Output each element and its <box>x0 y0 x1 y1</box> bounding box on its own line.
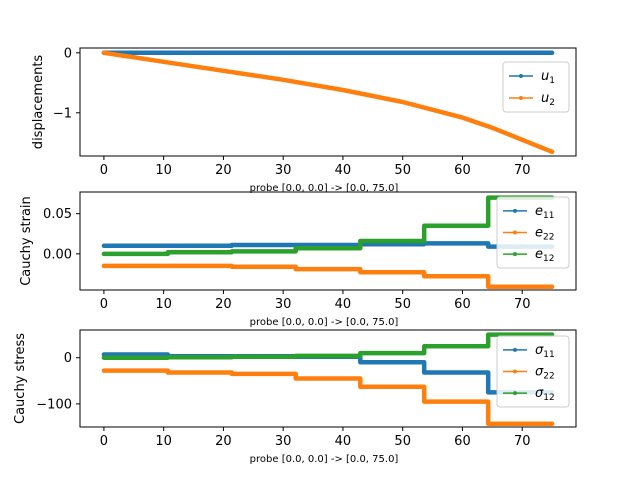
axes-frame <box>79 191 577 291</box>
y-tick-label: 0 <box>64 351 72 366</box>
subplot-1: 0 10 20 30 40 50 60 70 0 −1 probe [0.0, 0.0] -> [0… <box>31 46 577 194</box>
legend-marker <box>513 252 517 257</box>
x-tick-label: 30 <box>275 434 292 449</box>
x-tick-label: 10 <box>155 163 172 178</box>
legend-marker <box>519 74 523 78</box>
plot-area <box>101 50 555 155</box>
legend-marker <box>513 369 517 374</box>
x-tick-label: 20 <box>215 297 232 312</box>
x-tick-label: 10 <box>155 434 172 449</box>
x-tick-label: 0 <box>100 163 108 178</box>
y-tick-label: 0 <box>64 46 72 61</box>
legend-label: u1 <box>541 69 555 86</box>
legend-marker <box>513 230 517 235</box>
legend: σ11 σ22 σ12 <box>496 335 570 408</box>
legend: e11 e22 e12 <box>496 196 570 269</box>
legend-marker <box>519 96 523 100</box>
series-line-e22 <box>101 263 555 290</box>
subplot-3: 0 10 20 30 40 50 60 70 0 −100 probe [0.0, 0.0] -> … <box>13 329 577 465</box>
x-axis-label: probe [0.0, 0.0] -> [0.0, 75.0] <box>250 317 399 328</box>
y-tick-label: −1 <box>53 106 72 121</box>
x-tick-label: 70 <box>514 434 531 449</box>
y-axis-label: displacements <box>31 55 46 150</box>
x-tick-label: 50 <box>394 434 411 449</box>
legend-label: u2 <box>541 91 555 108</box>
x-tick-label: 0 <box>100 434 108 449</box>
x-tick-label: 60 <box>454 434 471 449</box>
legend-label: σ11 <box>535 343 555 360</box>
plot-area <box>101 332 555 427</box>
series-line-e12 <box>101 195 555 257</box>
x-tick-label: 30 <box>275 163 292 178</box>
y-axis-label: Cauchy stress <box>13 333 28 424</box>
x-tick-label: 50 <box>394 297 411 312</box>
x-tick-label: 40 <box>335 297 352 312</box>
x-tick-label: 40 <box>335 434 352 449</box>
x-tick-label: 70 <box>514 163 531 178</box>
x-tick-label: 20 <box>215 434 232 449</box>
series-line-σ22 <box>101 368 555 427</box>
legend-label: e22 <box>535 226 554 243</box>
y-tick-label: 0.00 <box>43 247 72 262</box>
x-tick-label: 0 <box>100 297 108 312</box>
x-tick-label: 30 <box>275 297 292 312</box>
legend-marker <box>513 391 517 396</box>
legend-label: e12 <box>535 247 554 264</box>
x-tick-label: 60 <box>454 297 471 312</box>
x-tick-label: 50 <box>394 163 411 178</box>
legend-label: e11 <box>535 204 554 221</box>
legend-box <box>496 196 570 269</box>
legend-label: σ12 <box>535 386 555 403</box>
legend-box <box>502 61 570 113</box>
y-tick-label: 0.05 <box>43 207 72 222</box>
x-axis-label: probe [0.0, 0.0] -> [0.0, 75.0] <box>250 454 399 465</box>
legend-marker <box>513 208 517 213</box>
series-line-σ12 <box>101 332 555 360</box>
x-tick-label: 20 <box>215 163 232 178</box>
subplot-2: 0 10 20 30 40 50 60 70 0.05 0.00 probe [0.0, 0.0] … <box>19 191 577 328</box>
axes-frame <box>79 47 577 157</box>
series-line-u2 <box>101 50 555 155</box>
x-tick-label: 40 <box>335 163 352 178</box>
subplots: 0 10 20 30 40 50 60 70 0 −1 probe [0.0, 0.0] -> [0… <box>13 46 577 465</box>
x-tick-label: 10 <box>155 297 172 312</box>
x-tick-label: 70 <box>514 297 531 312</box>
plot-area <box>101 195 555 290</box>
legend-box <box>496 335 570 408</box>
legend-label: σ22 <box>535 365 555 382</box>
y-tick-label: −100 <box>36 397 72 412</box>
axes-frame <box>79 329 577 428</box>
legend-marker <box>513 347 517 352</box>
y-axis-label: Cauchy strain <box>19 196 34 286</box>
x-axis-label: probe [0.0, 0.0] -> [0.0, 75.0] <box>250 183 399 194</box>
x-tick-label: 60 <box>454 163 471 178</box>
